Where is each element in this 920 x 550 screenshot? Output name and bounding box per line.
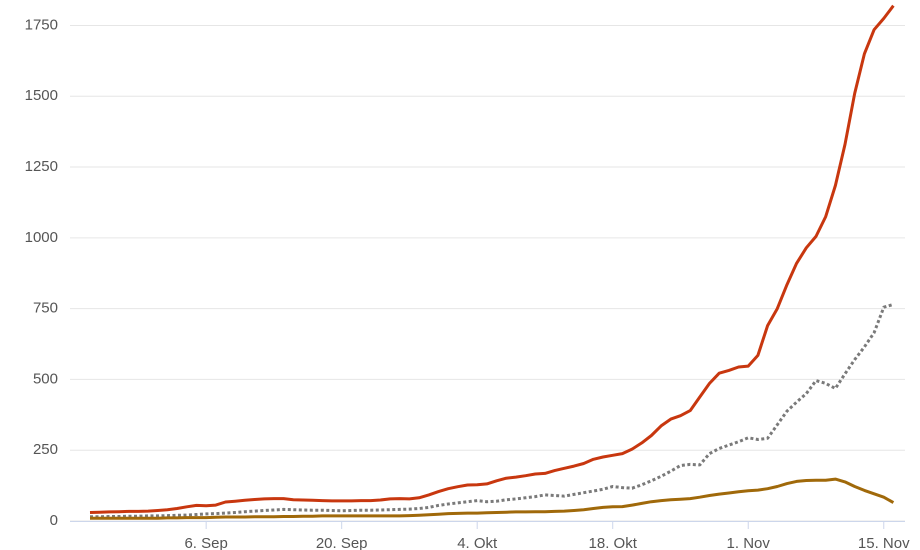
series-line [90,477,895,520]
y-tick-label: 500 [33,370,58,387]
series-line [89,4,895,514]
x-tick-label: 1. Nov [727,535,771,550]
y-tick-label: 1000 [25,229,58,246]
x-tick-label: 15. Nov [858,535,910,550]
x-tick-label: 4. Okt [457,535,498,550]
y-tick-label: 750 [33,300,58,317]
series-line [90,302,894,519]
y-tick-label: 1500 [25,87,58,104]
x-tick-label: 6. Sep [184,535,227,550]
x-tick-label: 18. Okt [589,535,638,550]
y-tick-label: 1750 [25,16,58,33]
y-tick-label: 0 [50,512,58,529]
y-tick-label: 1250 [25,158,58,175]
x-tick-label: 20. Sep [316,535,368,550]
y-tick-label: 250 [33,441,58,458]
